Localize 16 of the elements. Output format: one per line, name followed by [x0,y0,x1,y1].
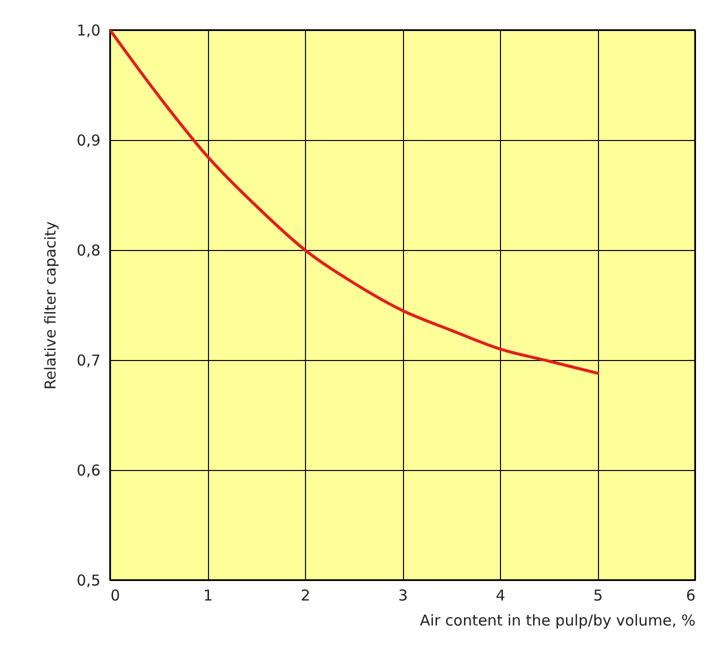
x-tick-label: 4 [496,586,506,604]
x-tick-label: 3 [398,586,408,604]
y-tick-label: 0,7 [76,352,100,370]
x-tick-label: 6 [686,586,696,604]
y-tick-label: 0,8 [76,242,100,260]
y-tick-label: 0,5 [76,572,100,590]
x-tick-label: 1 [203,586,213,604]
x-tick-label: 2 [300,586,310,604]
x-tick-label: 0 [110,586,120,604]
y-tick-label: 1,0 [76,22,100,40]
x-axis-title: Air content in the pulp/by volume, % [420,612,696,630]
line-series [110,30,599,375]
y-tick-label: 0,6 [76,462,100,480]
y-axis-title: Relative filter capacity [42,221,60,390]
y-tick-label: 0,9 [76,132,100,150]
x-tick-label: 5 [593,586,603,604]
